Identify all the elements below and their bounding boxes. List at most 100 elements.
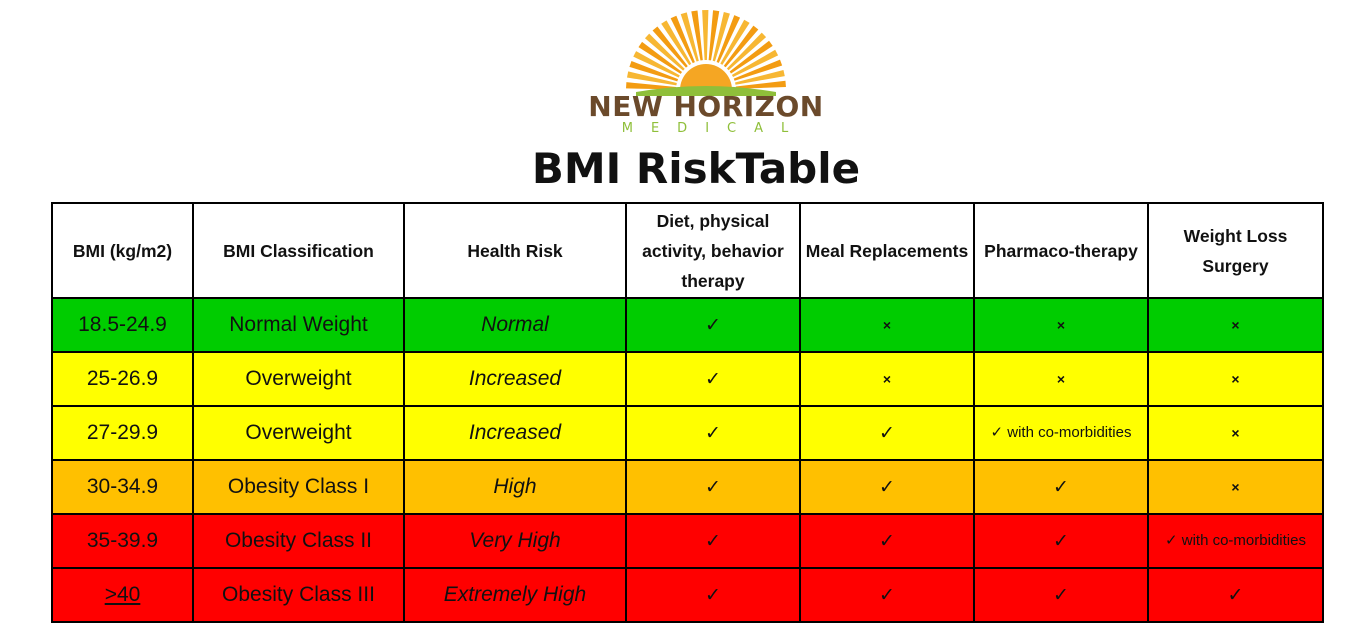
cross-icon: × [1231, 479, 1240, 495]
pharma-cell: ✓ [973, 459, 1149, 515]
bmi-range-cell: 35-39.9 [51, 513, 194, 569]
meal-cell: ✓ [799, 513, 975, 569]
cross-icon: × [1056, 371, 1066, 387]
surgery-cell: ✓ with co-morbidities [1147, 513, 1324, 569]
bmi-range-cell: 27-29.9 [51, 405, 194, 461]
table-row: 27-29.9 Overweight Increased ✓ ✓ ✓ with co-mo… [51, 405, 1324, 461]
check-icon: ✓ [705, 368, 721, 390]
classification-cell: Obesity Class III [192, 567, 405, 623]
check-icon: ✓ [705, 422, 721, 444]
brand-name: NEW HORIZON [588, 90, 824, 123]
table-row: 30-34.9 Obesity Class I High ✓ ✓ ✓ × [51, 459, 1324, 515]
header-classification: BMI Classification [192, 202, 405, 299]
bmi-range: 25-26.9 [86, 367, 159, 390]
header-weight-loss-surgery: Weight Loss Surgery [1147, 202, 1324, 299]
sun-ray [731, 49, 779, 78]
check-icon: ✓ [1053, 530, 1069, 552]
sun-ray [680, 12, 699, 62]
check-icon: ✓ [879, 530, 895, 552]
sun-disc [680, 64, 732, 90]
surgery-cell: × [1147, 297, 1324, 353]
bmi-range: 18.5-24.9 [78, 313, 167, 336]
diet-cell: ✓ [625, 459, 801, 515]
sun-ray [708, 10, 720, 61]
sun-ray [729, 40, 773, 74]
sun-ray [726, 32, 767, 71]
bmi-range: >40 [104, 583, 141, 606]
surgery-cell: × [1147, 351, 1324, 407]
cross-icon: × [882, 317, 892, 333]
meal-cell: ✓ [799, 459, 975, 515]
pharma-cell: × [973, 297, 1149, 353]
bmi-range-cell: 18.5-24.9 [51, 297, 194, 353]
sun-ray [723, 25, 759, 68]
check-icon: ✓ [705, 530, 721, 552]
header-diet: Diet, physical activity, behavior therap… [625, 202, 801, 299]
bmi-risk-table: BMI (kg/m2) BMI Classification Health Ri… [51, 202, 1324, 623]
sun-ray [733, 59, 783, 81]
page-title: BMI RiskTable [531, 144, 861, 193]
header-pharmacotherapy: Pharmaco-therapy [973, 202, 1149, 299]
classification-cell: Obesity Class II [192, 513, 405, 569]
surgery-cell: × [1147, 405, 1324, 461]
hill-shape [636, 86, 776, 96]
diet-cell: ✓ [625, 351, 801, 407]
pharma-cell: × [973, 351, 1149, 407]
pharma-cell: ✓ [973, 513, 1149, 569]
sun-ray [691, 10, 703, 61]
header-meal-replacements: Meal Replacements [799, 202, 975, 299]
header-health-risk: Health Risk [403, 202, 627, 299]
check-icon: ✓ [705, 314, 721, 336]
health-risk-cell: Extremely High [403, 567, 627, 623]
table-row: 18.5-24.9 Normal Weight Normal ✓ × × × [51, 297, 1324, 353]
sun-ray [638, 41, 683, 74]
check-icon: ✓ [705, 584, 721, 606]
sun-ray [626, 71, 677, 86]
pharma-cell: ✓ [973, 567, 1149, 623]
meal-cell: × [799, 297, 975, 353]
bmi-range: 27-29.9 [86, 421, 159, 444]
bmi-range: 30-34.9 [86, 475, 159, 498]
sun-ray [720, 19, 750, 65]
check-icon: ✓ [1227, 584, 1244, 606]
sun-ray [735, 80, 786, 89]
health-risk-cell: Increased [403, 405, 627, 461]
bmi-range: 35-39.9 [86, 529, 159, 552]
bmi-range-cell: 25-26.9 [51, 351, 194, 407]
classification-cell: Overweight [192, 351, 405, 407]
check-icon: ✓ [879, 476, 895, 498]
meal-cell: ✓ [799, 405, 975, 461]
cross-icon: × [1056, 317, 1066, 333]
cross-icon: × [1231, 425, 1240, 441]
diet-cell: ✓ [625, 297, 801, 353]
classification-cell: Overweight [192, 405, 405, 461]
cross-icon: × [1231, 317, 1240, 333]
sun-ray [626, 82, 677, 90]
diet-cell: ✓ [625, 567, 801, 623]
pharma-cell: ✓ with co-morbidities [973, 405, 1149, 461]
classification-cell: Obesity Class I [192, 459, 405, 515]
classification-cell: Normal Weight [192, 297, 405, 353]
diet-cell: ✓ [625, 405, 801, 461]
sun-ray [712, 12, 730, 62]
table-row: 35-39.9 Obesity Class II Very High ✓ ✓ ✓ ✓ wit… [51, 513, 1324, 569]
health-risk-cell: Normal [403, 297, 627, 353]
surgery-cell: × [1147, 459, 1324, 515]
bmi-range-cell: 30-34.9 [51, 459, 194, 515]
bmi-range-cell: >40 [51, 567, 194, 623]
sun-ray [644, 33, 685, 71]
sun-ray [652, 26, 688, 68]
check-icon: ✓ [1053, 476, 1069, 498]
check-icon: ✓ [705, 476, 721, 498]
check-icon: ✓ [879, 422, 895, 444]
table-row: >40 Obesity Class III Extremely High ✓ ✓ ✓ ✓ [51, 567, 1324, 623]
surgery-cell: ✓ [1147, 567, 1324, 623]
sun-logo-icon [588, 4, 824, 140]
check-icon: ✓ [879, 584, 895, 606]
sun-ray [633, 51, 680, 78]
health-risk-cell: Increased [403, 351, 627, 407]
meal-cell: × [799, 351, 975, 407]
check-icon: ✓ [1053, 584, 1069, 606]
sun-ray [670, 15, 695, 64]
header-bmi: BMI (kg/m2) [51, 202, 194, 299]
